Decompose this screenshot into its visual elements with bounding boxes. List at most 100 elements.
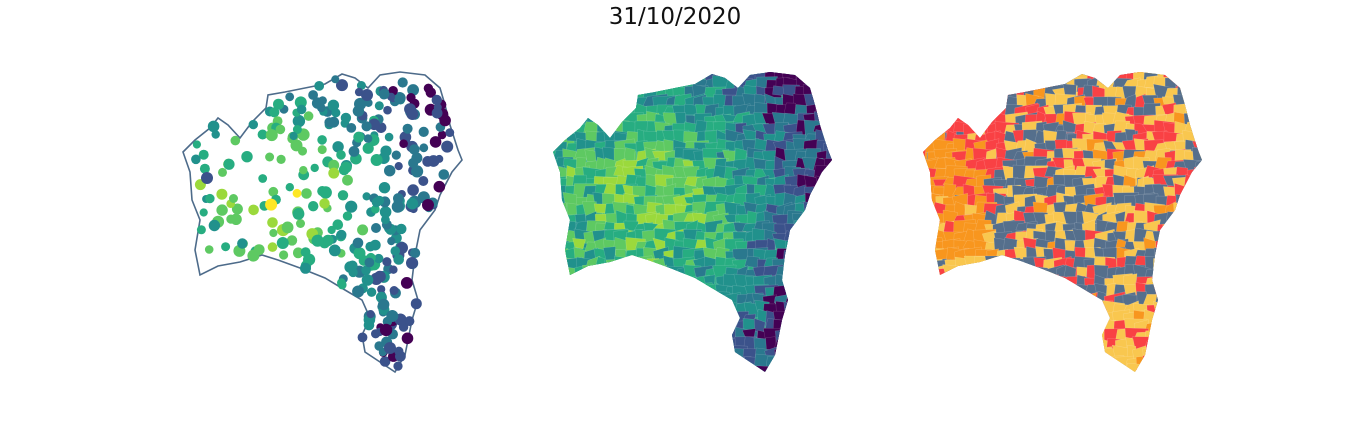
region-polygon xyxy=(943,93,971,112)
region-polygon xyxy=(654,382,670,397)
region-polygon xyxy=(836,300,849,323)
region-polygon xyxy=(713,72,737,74)
region-polygon xyxy=(593,336,617,355)
region-polygon xyxy=(934,103,950,117)
region-polygon xyxy=(963,301,990,314)
region-polygon xyxy=(553,202,559,215)
region-polygon xyxy=(946,329,960,345)
region-polygon xyxy=(793,336,819,360)
region-polygon xyxy=(981,371,1003,372)
municipality-point xyxy=(198,149,209,160)
region-polygon xyxy=(944,311,965,331)
region-polygon xyxy=(833,220,855,240)
region-polygon xyxy=(583,283,604,302)
region-polygon xyxy=(806,366,829,372)
region-polygon xyxy=(1184,374,1203,387)
region-polygon xyxy=(574,264,587,290)
region-polygon xyxy=(625,256,637,273)
municipality-point xyxy=(433,180,446,193)
region-polygon xyxy=(553,358,567,372)
region-polygon xyxy=(1054,382,1074,407)
region-polygon xyxy=(553,281,560,306)
region-polygon xyxy=(1003,264,1017,281)
region-polygon xyxy=(1014,72,1032,82)
region-polygon xyxy=(553,318,562,342)
municipality-point xyxy=(371,223,381,233)
region-polygon xyxy=(1073,62,1087,72)
region-polygon xyxy=(702,347,729,365)
region-polygon xyxy=(572,319,600,333)
region-polygon xyxy=(1193,201,1202,216)
region-polygon xyxy=(984,384,1006,403)
region-polygon xyxy=(945,283,961,304)
region-polygon xyxy=(1182,302,1202,316)
region-polygon xyxy=(1152,318,1173,340)
region-polygon xyxy=(642,72,666,80)
region-polygon xyxy=(952,293,966,308)
region-polygon xyxy=(974,377,991,385)
region-polygon xyxy=(544,373,560,388)
region-polygon xyxy=(585,355,605,371)
region-polygon xyxy=(715,330,726,347)
region-polygon xyxy=(612,309,629,323)
region-polygon xyxy=(816,96,826,118)
region-polygon xyxy=(646,347,668,365)
region-polygon xyxy=(662,273,687,293)
region-polygon xyxy=(792,345,812,360)
region-polygon xyxy=(953,338,973,360)
region-polygon xyxy=(694,384,719,399)
region-polygon xyxy=(1182,310,1202,326)
municipality-point xyxy=(208,219,221,232)
region-polygon xyxy=(1182,72,1202,82)
region-polygon xyxy=(945,72,960,73)
municipality-point xyxy=(362,192,371,201)
region-polygon xyxy=(631,336,647,360)
region-polygon xyxy=(1074,382,1093,400)
region-polygon xyxy=(1142,367,1169,372)
region-polygon xyxy=(562,72,585,77)
region-polygon xyxy=(1185,266,1199,280)
region-polygon xyxy=(1153,247,1175,268)
region-polygon xyxy=(822,345,832,360)
region-polygon xyxy=(583,330,606,350)
municipality-point xyxy=(332,141,344,153)
region-polygon xyxy=(923,114,938,135)
region-polygon xyxy=(945,319,961,341)
municipality-point xyxy=(366,287,377,297)
region-polygon xyxy=(661,319,678,334)
region-polygon xyxy=(603,266,616,279)
municipality-point xyxy=(391,150,401,160)
region-polygon xyxy=(565,354,589,368)
region-polygon xyxy=(623,94,638,107)
region-polygon xyxy=(1033,274,1061,298)
region-polygon xyxy=(1154,265,1178,279)
region-polygon xyxy=(932,309,955,332)
region-polygon xyxy=(833,196,860,209)
municipality-point xyxy=(393,254,405,265)
municipality-point xyxy=(374,253,384,264)
region-polygon xyxy=(975,311,998,325)
region-polygon xyxy=(833,231,848,244)
region-polygon xyxy=(611,75,633,93)
municipality-point xyxy=(429,136,442,148)
region-polygon xyxy=(1077,377,1091,385)
region-polygon xyxy=(1194,105,1202,120)
region-polygon xyxy=(1164,362,1182,372)
region-polygon xyxy=(715,346,737,367)
region-polygon xyxy=(923,119,937,143)
municipality-point xyxy=(229,194,238,203)
region-polygon xyxy=(923,72,931,81)
region-polygon xyxy=(706,383,728,394)
region-polygon xyxy=(812,248,832,266)
region-polygon xyxy=(626,346,640,368)
region-polygon xyxy=(712,336,728,358)
region-polygon xyxy=(822,72,832,81)
region-polygon xyxy=(1003,72,1020,81)
region-polygon xyxy=(926,374,944,392)
municipality-point xyxy=(393,92,406,104)
region-polygon xyxy=(594,292,614,304)
municipality-point xyxy=(285,183,294,192)
region-polygon xyxy=(1184,382,1197,403)
region-polygon xyxy=(662,72,682,76)
region-polygon xyxy=(963,74,987,98)
